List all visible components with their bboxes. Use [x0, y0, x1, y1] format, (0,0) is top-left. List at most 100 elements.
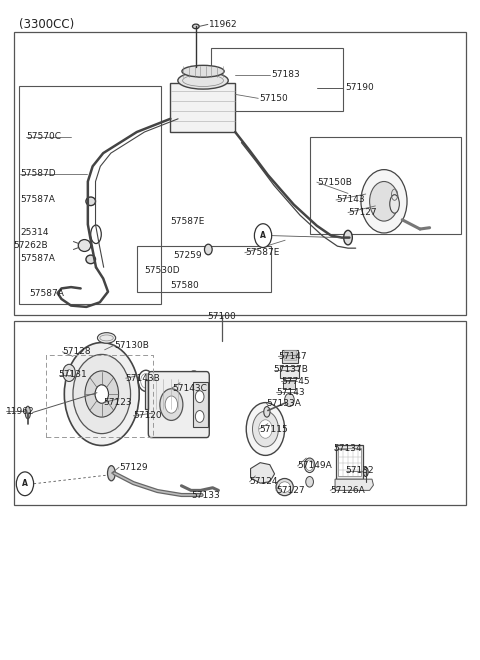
- Bar: [282, 350, 298, 363]
- Bar: [284, 350, 296, 360]
- Bar: [14, 32, 466, 315]
- Circle shape: [285, 393, 294, 407]
- Ellipse shape: [78, 240, 91, 251]
- Circle shape: [67, 370, 72, 376]
- Text: 57143: 57143: [336, 195, 365, 205]
- Bar: [19, 86, 161, 304]
- Circle shape: [246, 403, 285, 455]
- Bar: [283, 380, 295, 389]
- Text: 25314: 25314: [20, 228, 48, 237]
- Circle shape: [16, 472, 34, 496]
- Circle shape: [95, 385, 108, 403]
- Bar: [338, 448, 361, 476]
- Ellipse shape: [279, 482, 290, 492]
- Ellipse shape: [178, 72, 228, 89]
- Ellipse shape: [363, 467, 368, 477]
- FancyBboxPatch shape: [148, 372, 209, 438]
- Text: 57587A: 57587A: [20, 195, 55, 204]
- Text: 57580: 57580: [170, 281, 199, 290]
- Circle shape: [63, 364, 75, 381]
- Ellipse shape: [276, 478, 293, 496]
- Text: 57587A: 57587A: [20, 253, 55, 263]
- Text: 57143: 57143: [276, 387, 305, 397]
- Text: 57133A: 57133A: [266, 399, 301, 408]
- Circle shape: [165, 396, 178, 413]
- Bar: [170, 82, 235, 132]
- Bar: [145, 379, 184, 409]
- Ellipse shape: [192, 24, 199, 28]
- Circle shape: [195, 411, 204, 422]
- Circle shape: [259, 420, 272, 438]
- Text: 57745: 57745: [281, 377, 310, 386]
- Text: 57147: 57147: [278, 352, 307, 361]
- Text: 57127: 57127: [276, 486, 305, 495]
- Bar: [14, 321, 466, 505]
- Text: 57132: 57132: [346, 466, 374, 475]
- Text: 57115: 57115: [259, 424, 288, 434]
- Ellipse shape: [187, 371, 201, 391]
- Circle shape: [64, 343, 139, 446]
- Ellipse shape: [264, 407, 270, 417]
- Text: 57587E: 57587E: [170, 216, 205, 226]
- Ellipse shape: [97, 333, 116, 343]
- Bar: [280, 366, 299, 378]
- Text: 57120: 57120: [133, 411, 162, 420]
- Text: 57143B: 57143B: [126, 374, 160, 383]
- Circle shape: [306, 460, 313, 471]
- Text: 57587E: 57587E: [245, 248, 279, 257]
- Bar: [211, 48, 343, 111]
- Text: 57530D: 57530D: [144, 266, 180, 275]
- Text: 57124: 57124: [250, 477, 278, 486]
- Text: A: A: [260, 231, 266, 240]
- Ellipse shape: [86, 255, 96, 264]
- Ellipse shape: [390, 195, 399, 213]
- Text: 57134: 57134: [334, 444, 362, 453]
- Text: 57149A: 57149A: [298, 461, 332, 471]
- Text: 57259: 57259: [173, 251, 202, 260]
- Text: 57587D: 57587D: [20, 169, 56, 178]
- Text: 57570C: 57570C: [26, 132, 61, 141]
- Text: 57183: 57183: [271, 70, 300, 79]
- Text: 57130B: 57130B: [114, 341, 149, 350]
- Text: 57128: 57128: [62, 347, 91, 356]
- Ellipse shape: [304, 458, 315, 473]
- Circle shape: [370, 182, 398, 221]
- Text: 57587A: 57587A: [30, 288, 65, 298]
- Polygon shape: [335, 479, 373, 490]
- Text: 57150B: 57150B: [317, 178, 352, 187]
- Bar: [336, 445, 363, 479]
- Text: 57123: 57123: [103, 398, 132, 407]
- Text: 57127: 57127: [348, 208, 377, 217]
- Text: 57143C: 57143C: [172, 383, 207, 393]
- Text: 11962: 11962: [209, 20, 238, 29]
- Text: (3300CC): (3300CC): [19, 18, 74, 32]
- Ellipse shape: [204, 244, 212, 255]
- Text: 57100: 57100: [207, 312, 236, 321]
- Ellipse shape: [108, 466, 115, 480]
- Text: 57129: 57129: [119, 463, 148, 472]
- Bar: [310, 137, 461, 234]
- Polygon shape: [251, 463, 275, 483]
- Text: 11962: 11962: [6, 407, 35, 416]
- Text: 57133: 57133: [191, 490, 220, 500]
- Ellipse shape: [86, 197, 96, 206]
- Text: 57262B: 57262B: [13, 241, 48, 250]
- Text: 57150: 57150: [259, 94, 288, 103]
- Circle shape: [306, 477, 313, 487]
- Text: 57137B: 57137B: [274, 365, 309, 374]
- Text: 57131: 57131: [59, 370, 87, 380]
- Ellipse shape: [25, 406, 31, 419]
- Bar: [193, 382, 208, 427]
- Text: 57126A: 57126A: [330, 486, 365, 495]
- Text: A: A: [22, 479, 28, 488]
- Circle shape: [85, 371, 119, 417]
- Circle shape: [254, 224, 272, 248]
- Ellipse shape: [182, 65, 224, 77]
- Circle shape: [252, 411, 278, 447]
- Ellipse shape: [344, 230, 352, 245]
- Circle shape: [195, 391, 204, 403]
- Circle shape: [73, 354, 131, 434]
- Bar: [137, 246, 271, 292]
- Circle shape: [361, 170, 407, 233]
- Text: 57190: 57190: [346, 83, 374, 92]
